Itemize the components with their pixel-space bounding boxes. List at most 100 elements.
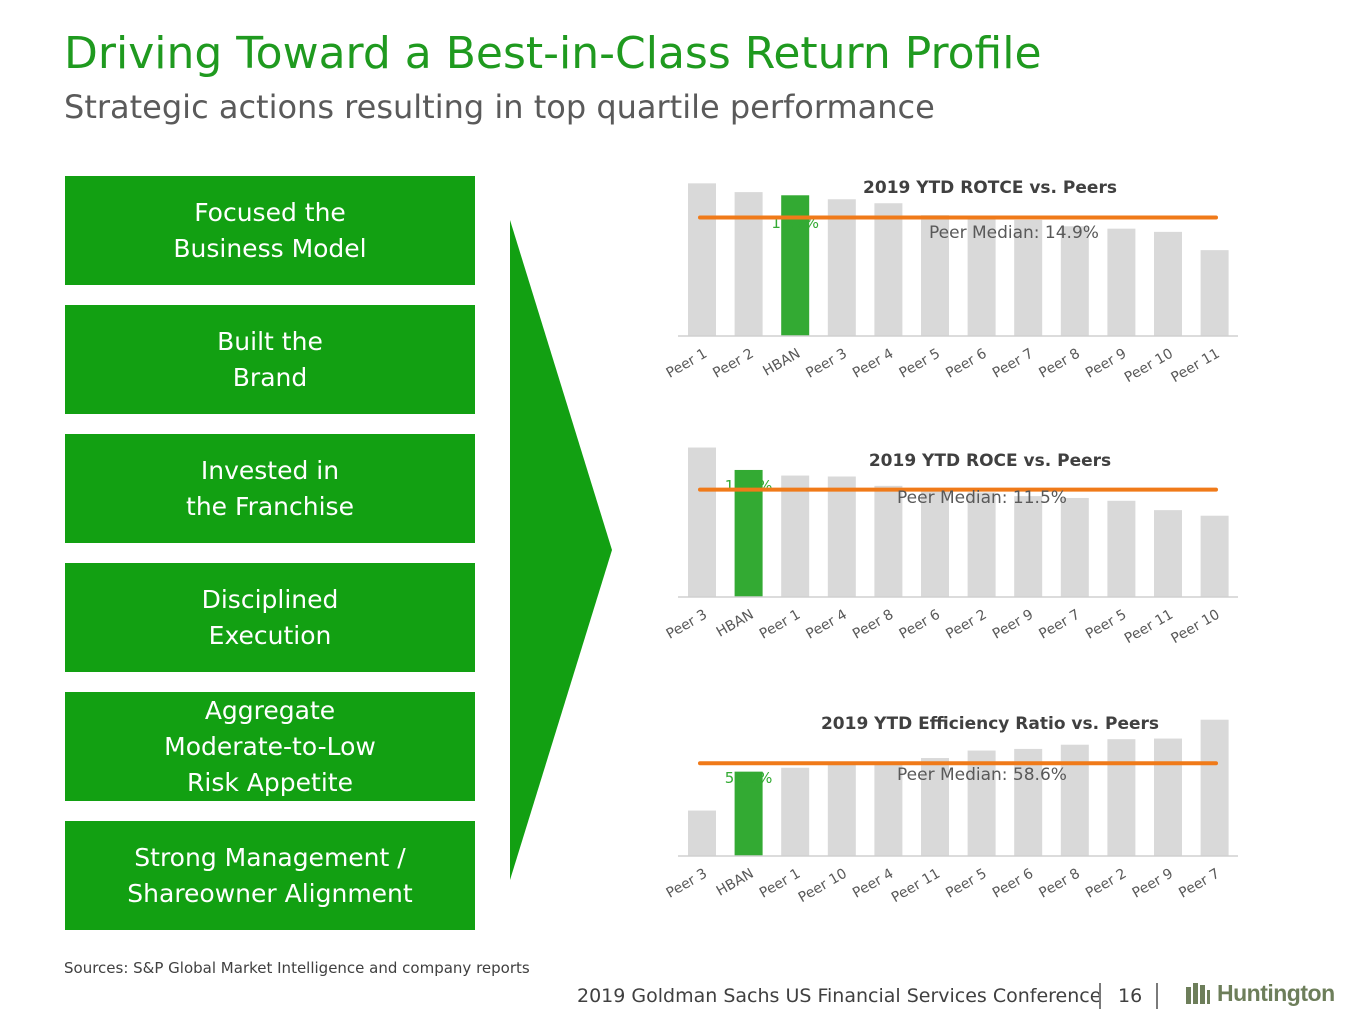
category-label: Peer 3 xyxy=(803,346,849,382)
chart-title: 2019 YTD ROCE vs. Peers xyxy=(869,451,1111,471)
chevron-arrow-graphic xyxy=(510,220,612,880)
category-label: HBAN xyxy=(714,607,757,641)
pillar-line: Invested in xyxy=(200,455,340,485)
category-label: Peer 2 xyxy=(1083,866,1129,902)
bar-peer xyxy=(1060,226,1089,336)
hban-value-label: 13.6% xyxy=(725,477,773,495)
bar-peer xyxy=(688,447,716,597)
category-label: Peer 4 xyxy=(850,346,896,382)
pillar-management-alignment: Strong Management / Shareowner Alignment xyxy=(65,821,475,930)
category-label: Peer 5 xyxy=(897,346,943,382)
huntington-logo-icon xyxy=(1186,982,1210,1004)
logo-wordmark: Huntington xyxy=(1217,980,1335,1006)
bar-peer xyxy=(921,488,949,597)
bar-peer xyxy=(874,203,903,336)
bar-peer xyxy=(1107,228,1136,336)
category-label: Peer 4 xyxy=(803,607,849,643)
bar-peer xyxy=(688,183,716,336)
category-label: Peer 1 xyxy=(757,866,803,902)
bar-peer xyxy=(1107,500,1136,597)
category-label: Peer 2 xyxy=(710,346,756,382)
category-label: Peer 11 xyxy=(1122,607,1176,647)
bar-peer xyxy=(781,475,810,597)
category-label: Peer 4 xyxy=(850,866,896,902)
pillar-disciplined-execution: Disciplined Execution xyxy=(65,563,475,672)
bar-peer xyxy=(874,485,903,597)
category-label: Peer 8 xyxy=(1036,346,1082,382)
bar-peer xyxy=(1060,497,1089,597)
bar-peer xyxy=(874,761,903,856)
pillar-line: Aggregate xyxy=(204,695,336,725)
chart-title: 2019 YTD ROTCE vs. Peers xyxy=(863,178,1117,198)
page-title: Driving Toward a Best-in-Class Return Pr… xyxy=(64,28,1042,79)
pillar-built-brand: Built the Brand xyxy=(65,305,475,414)
bar-peer xyxy=(921,758,949,856)
bar-peer xyxy=(921,215,949,336)
hban-value-label: 56.0% xyxy=(725,769,773,787)
pillar-line: Strong Management / xyxy=(134,842,406,872)
category-label: HBAN xyxy=(760,346,803,380)
category-label: Peer 10 xyxy=(1122,346,1176,386)
bar-peer xyxy=(1200,515,1229,597)
category-label: Peer 2 xyxy=(943,607,989,643)
pillar-line: Built the xyxy=(217,326,323,356)
pillar-line: Moderate-to-Low xyxy=(164,731,376,761)
bar-hban xyxy=(734,771,763,856)
footer-divider xyxy=(1099,983,1101,1009)
bar-peer xyxy=(1014,748,1043,856)
pillar-invested-franchise: Invested in the Franchise xyxy=(65,434,475,543)
bar-peer xyxy=(827,199,856,336)
category-label: Peer 10 xyxy=(796,866,850,906)
chart-title: 2019 YTD Efficiency Ratio vs. Peers xyxy=(821,714,1159,734)
pillar-line: Business Model xyxy=(173,233,367,263)
category-label: Peer 6 xyxy=(943,346,989,382)
page-number: 16 xyxy=(1118,985,1143,1007)
bar-peer xyxy=(967,216,996,336)
bar-peer xyxy=(967,750,996,856)
bar-peer xyxy=(1014,219,1043,336)
category-label: Peer 7 xyxy=(1176,866,1222,902)
bar-peer xyxy=(1200,719,1229,856)
bar-peer xyxy=(1154,738,1182,856)
bar-peer xyxy=(781,767,810,856)
bar-peer xyxy=(1107,739,1136,856)
bar-peer xyxy=(1200,250,1229,336)
pillar-risk-appetite: Aggregate Moderate-to-Low Risk Appetite xyxy=(65,692,475,801)
category-label: Peer 9 xyxy=(990,607,1036,643)
category-label: Peer 1 xyxy=(664,346,710,382)
bar-peer xyxy=(827,476,856,597)
huntington-logo: Huntington xyxy=(1185,980,1335,1007)
category-label: Peer 3 xyxy=(664,866,710,902)
bar-peer xyxy=(1014,496,1043,597)
bar-peer xyxy=(1154,510,1182,597)
peer-median-label: Peer Median: 58.6% xyxy=(897,765,1067,785)
category-label: Peer 9 xyxy=(1083,346,1129,382)
category-label: Peer 9 xyxy=(1130,866,1176,902)
pillar-line: Disciplined xyxy=(201,584,339,614)
category-label: Peer 6 xyxy=(990,866,1036,902)
category-label: Peer 11 xyxy=(1169,346,1223,386)
category-label: HBAN xyxy=(714,866,757,900)
pillar-line: the Franchise xyxy=(186,491,354,521)
category-label: Peer 1 xyxy=(757,607,803,643)
category-label: Peer 7 xyxy=(990,346,1036,382)
category-label: Peer 8 xyxy=(1036,866,1082,902)
pillar-line: Focused the xyxy=(194,197,346,227)
page-subtitle: Strategic actions resulting in top quart… xyxy=(64,88,935,126)
pillar-line: Execution xyxy=(208,620,332,650)
bar-peer xyxy=(734,192,763,336)
peer-median-label: Peer Median: 11.5% xyxy=(897,488,1067,508)
footer-divider xyxy=(1156,983,1158,1009)
category-label: Peer 10 xyxy=(1169,607,1223,647)
bar-peer xyxy=(967,492,996,597)
pillar-line: Brand xyxy=(232,362,308,392)
category-label: Peer 11 xyxy=(889,866,943,906)
bar-peer xyxy=(1154,231,1182,336)
category-label: Peer 5 xyxy=(1083,607,1129,643)
category-label: Peer 3 xyxy=(664,607,710,643)
pillar-focused-business-model: Focused the Business Model xyxy=(65,176,475,285)
sources-note: Sources: S&P Global Market Intelligence … xyxy=(64,959,530,977)
category-label: Peer 8 xyxy=(850,607,896,643)
bar-peer xyxy=(688,810,716,856)
